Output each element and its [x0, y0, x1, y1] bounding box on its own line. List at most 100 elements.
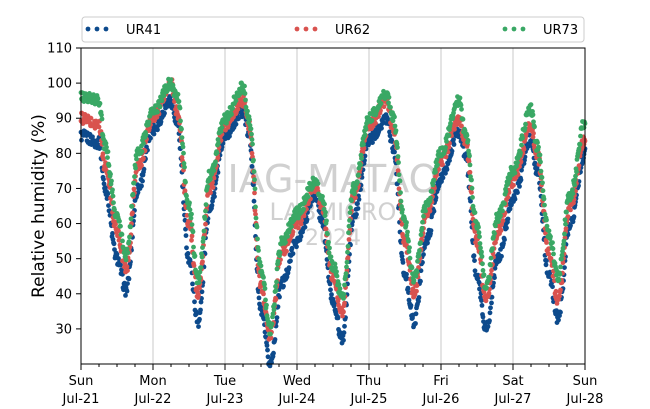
data-point	[479, 249, 484, 255]
data-point	[352, 191, 357, 197]
data-point	[537, 152, 543, 158]
data-point	[189, 237, 194, 243]
data-point	[333, 265, 338, 271]
series-UR73	[78, 76, 588, 337]
data-point	[498, 213, 503, 218]
data-point	[141, 156, 146, 161]
data-point	[538, 168, 544, 174]
data-point	[406, 238, 411, 244]
data-point	[413, 273, 419, 279]
data-point	[544, 240, 549, 245]
data-point	[535, 140, 540, 146]
data-point	[532, 124, 537, 130]
data-point	[491, 280, 496, 286]
data-point	[515, 160, 520, 166]
data-point	[562, 231, 567, 237]
data-point	[464, 133, 470, 138]
data-point	[130, 210, 135, 216]
data-point	[544, 223, 550, 229]
data-point	[397, 178, 403, 184]
data-point	[99, 112, 104, 118]
legend-marker	[103, 26, 109, 32]
data-point	[130, 191, 136, 197]
data-point	[123, 257, 129, 263]
data-point	[443, 145, 448, 150]
data-point	[159, 98, 165, 104]
data-point	[125, 250, 131, 256]
data-point	[448, 120, 453, 126]
data-point	[521, 146, 527, 152]
data-point	[481, 272, 487, 278]
data-point	[472, 210, 478, 216]
data-point	[284, 248, 289, 254]
data-point	[479, 298, 484, 303]
data-point	[256, 295, 262, 301]
data-point	[346, 223, 352, 229]
data-point	[503, 189, 509, 195]
data-point	[126, 239, 132, 245]
data-point	[290, 229, 296, 235]
data-point	[342, 323, 347, 329]
data-point	[499, 253, 504, 259]
data-point	[458, 102, 464, 108]
data-point	[480, 261, 485, 267]
data-point	[469, 190, 474, 195]
data-point	[203, 208, 208, 214]
data-point	[434, 157, 440, 163]
data-point	[301, 206, 306, 212]
data-point	[326, 239, 331, 245]
data-point	[208, 176, 213, 182]
data-point	[283, 239, 288, 245]
data-point	[332, 261, 338, 267]
data-point	[518, 150, 523, 156]
data-point	[271, 307, 277, 313]
data-point	[373, 120, 378, 126]
data-point	[487, 318, 492, 324]
data-point	[576, 146, 582, 152]
data-point	[272, 337, 278, 342]
data-point	[392, 123, 398, 129]
data-point	[100, 151, 106, 157]
data-point	[345, 243, 351, 249]
data-point	[103, 185, 108, 191]
data-point	[196, 324, 201, 329]
data-point	[580, 159, 586, 164]
y-tick-label: 30	[55, 322, 72, 337]
data-point	[256, 248, 261, 253]
x-axis: Sun Jul-21 Mon Jul-22 Tue Jul-23 Wed Jul-24 Thu J…	[62, 364, 603, 407]
data-point	[224, 120, 229, 126]
data-point	[404, 220, 409, 225]
data-point	[183, 179, 188, 185]
data-point	[363, 126, 369, 132]
data-point	[203, 221, 208, 227]
data-point	[471, 253, 477, 259]
data-point	[346, 237, 352, 242]
data-point	[210, 185, 216, 190]
data-point	[467, 169, 473, 175]
data-point	[268, 335, 274, 341]
data-point	[325, 231, 330, 237]
data-point	[490, 246, 495, 252]
data-point	[512, 196, 518, 202]
y-tick-label: 40	[55, 287, 72, 302]
x-tick-label-date: Jul-27	[494, 392, 532, 407]
data-point	[261, 291, 266, 297]
x-tick-label-day: Sun	[573, 374, 598, 389]
data-point	[443, 170, 448, 176]
legend-label: UR73	[543, 23, 578, 38]
data-point	[430, 182, 436, 188]
data-point	[342, 282, 347, 288]
data-point	[265, 347, 270, 353]
legend-entry-UR41: UR41	[85, 23, 161, 38]
data-point	[493, 223, 498, 229]
data-point	[347, 218, 352, 223]
data-point	[345, 249, 350, 255]
data-point	[480, 314, 486, 320]
data-point	[263, 297, 268, 303]
y-tick-label: 50	[55, 252, 72, 267]
data-point	[304, 217, 310, 223]
data-point	[501, 241, 506, 246]
data-point	[356, 172, 361, 178]
data-point	[472, 268, 478, 274]
data-point	[198, 307, 203, 313]
